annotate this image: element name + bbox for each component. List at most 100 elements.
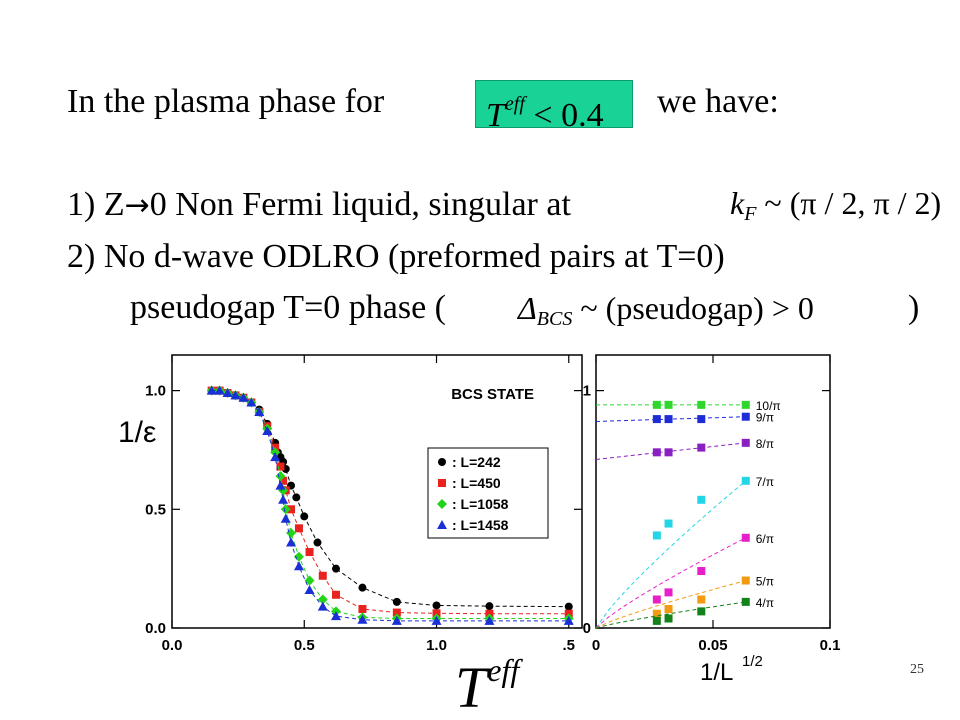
right-data-point: [697, 400, 706, 409]
right-data-point: [741, 533, 750, 542]
left-data-point: [287, 505, 296, 514]
right-data-point: [697, 607, 706, 616]
slide-number: 25: [910, 662, 924, 677]
left-data-point: [331, 611, 341, 621]
right-data-point: [664, 588, 673, 597]
right-ytick-label: 0: [583, 620, 591, 637]
left-data-point: [358, 605, 367, 614]
right-xtick-label: 0: [592, 637, 600, 654]
legend-label: : L=242: [452, 454, 501, 470]
right-xlabel-sup: 1/2: [742, 653, 763, 670]
right-series-fit: [595, 537, 746, 629]
right-series-label: 7/π: [756, 475, 774, 489]
legend-marker: [438, 479, 446, 487]
right-series-fit: [595, 480, 747, 629]
left-data-point: [278, 494, 289, 504]
legend-marker: [437, 520, 447, 529]
right-xtick-label: 0.1: [820, 637, 841, 654]
left-data-point: [230, 390, 241, 400]
teff-axis-superscript: eff: [487, 652, 520, 688]
left-ylabel: 1/ε: [118, 416, 156, 449]
teff-symbol: T: [486, 97, 505, 134]
left-data-point: [317, 594, 328, 605]
right-series-fit: [595, 416, 746, 422]
left-data-point: [305, 548, 314, 557]
left-data-point: [280, 513, 291, 523]
right-ytick-label: 1: [583, 383, 591, 400]
item3-close-paren: ): [908, 289, 920, 326]
teff-axis-symbol: T: [455, 655, 488, 720]
legend-marker: [438, 458, 446, 466]
left-data-point: [293, 561, 304, 571]
right-data-point: [652, 415, 661, 424]
item1-suffix: 0 Non Fermi liquid, singular at: [149, 186, 571, 223]
left-data-point: [246, 397, 257, 407]
item1-math: kF ~ (π / 2, π / 2): [730, 183, 941, 234]
right-data-point: [697, 443, 706, 452]
left-data-point: [318, 571, 327, 580]
right-data-point: [741, 576, 750, 585]
left-data-point: [485, 602, 494, 611]
delta-symbol: Δ: [518, 290, 537, 326]
left-data-point: [286, 537, 297, 547]
left-series-line: [211, 390, 569, 622]
right-arrow-icon: →: [124, 188, 150, 223]
right-data-point: [697, 567, 706, 576]
left-data-point: [276, 462, 285, 471]
left-xtick-label: .5: [563, 637, 576, 654]
left-data-point: [563, 615, 574, 625]
left-data-point: [222, 387, 233, 397]
right-series-fit: [595, 580, 746, 629]
item1-text: 1) Z→0 Non Fermi liquid, singular at: [67, 185, 571, 226]
left-data-point: [304, 575, 315, 586]
left-data-point: [279, 476, 288, 485]
item2-text: 2) No d-wave ODLRO (preformed pairs at T…: [67, 238, 725, 275]
left-data-point: [332, 564, 340, 573]
left-ytick-label: 1.0: [145, 383, 166, 400]
left-data-point: [431, 615, 442, 625]
right-data-point: [697, 595, 706, 604]
left-title: BCS STATE: [451, 386, 534, 403]
left-data-point: [432, 601, 441, 610]
right-series-label: 5/π: [756, 575, 774, 589]
teff-condition-box: Teff < 0.4: [475, 80, 633, 134]
left-data-point: [432, 609, 441, 618]
right-data-point: [741, 438, 750, 447]
left-data-point: [280, 504, 291, 515]
right-data-point: [697, 415, 706, 424]
teff-inequality: < 0.4: [524, 97, 604, 134]
left-data-point: [206, 385, 217, 395]
right-data-point: [664, 519, 673, 528]
legend-marker: [437, 499, 447, 509]
right-data-point: [741, 400, 750, 409]
left-data-point: [262, 425, 273, 435]
kf-symbol: k: [730, 185, 745, 221]
right-xlabel: 1/L: [700, 659, 733, 686]
right-series-label: 4/π: [756, 596, 774, 610]
right-data-point: [664, 415, 673, 424]
left-data-point: [238, 392, 249, 402]
right-series-label: 8/π: [756, 437, 774, 451]
left-data-point: [294, 524, 303, 533]
right-chart: 0 0.05 0.1 0 1 1/L 1/2 10/π9/π 8/π 7/π 6/π 5/π 4/π: [583, 354, 841, 686]
item3-math: ΔBCS ~ (pseudogap) > 0: [518, 288, 814, 339]
right-data-point: [652, 531, 661, 540]
right-data-point: [741, 476, 750, 485]
teff-axis-label: Teff: [455, 640, 519, 718]
left-data-point: [292, 493, 301, 502]
kf-value: ~ (π / 2, π / 2): [756, 185, 942, 221]
left-chart: 0.0 0.5 1.0 .5 0.0 0.5 1.0 1/ε BCS STATE: L=242:…: [118, 354, 583, 654]
item1-prefix: 1) Z: [67, 186, 125, 223]
legend-label: : L=1058: [452, 496, 509, 512]
right-data-point: [664, 614, 673, 623]
left-data-point: [313, 538, 322, 547]
line1-suffix: we have:: [657, 83, 779, 120]
right-xtick-label: 0.05: [698, 637, 727, 654]
left-data-point: [317, 601, 328, 611]
right-series-label: 9/π: [756, 411, 774, 425]
right-series-label: 6/π: [756, 532, 774, 546]
right-data-point: [652, 595, 661, 604]
legend-label: : L=1458: [452, 517, 509, 533]
legend-label: : L=450: [452, 475, 501, 491]
